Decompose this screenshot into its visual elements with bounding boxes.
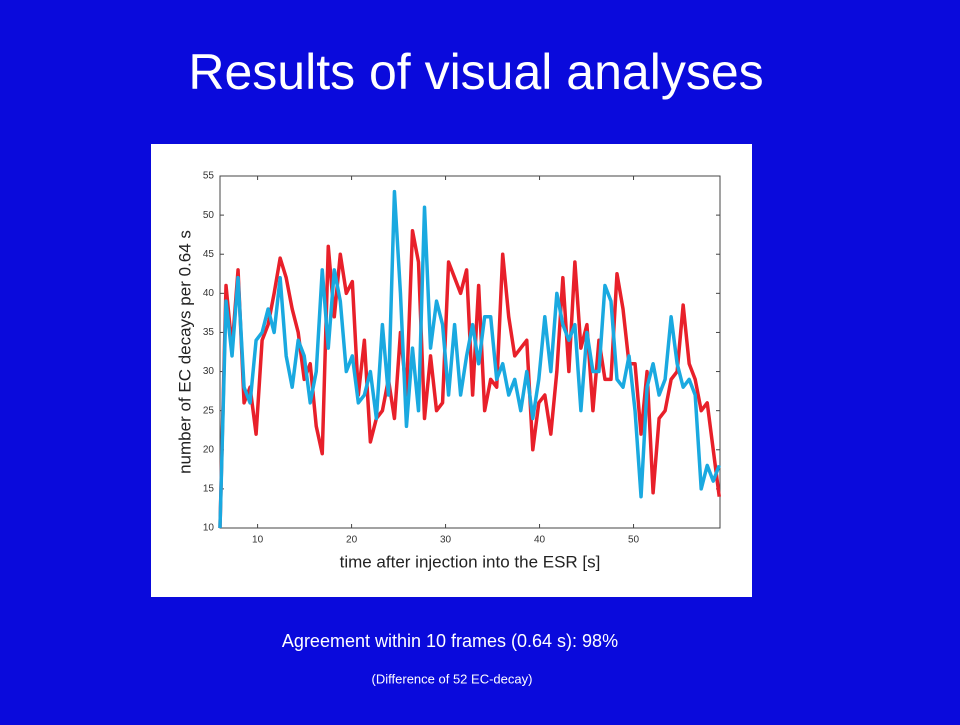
x-axis-label: time after injection into the ESR [s] <box>340 552 601 571</box>
y-tick-label: 55 <box>203 171 215 182</box>
y-tick-label: 15 <box>203 484 215 495</box>
y-tick-label: 45 <box>203 249 215 260</box>
plot-frame <box>219 175 721 529</box>
x-tick-label: 50 <box>628 535 640 546</box>
x-tick-label: 10 <box>252 535 264 546</box>
caption-note: (Difference of 52 EC-decay) <box>372 671 533 686</box>
series-line <box>218 189 721 529</box>
caption: Agreement within 10 frames (0.64 s): 98% <box>282 631 618 651</box>
y-tick-label: 30 <box>203 366 215 377</box>
y-tick-label: 20 <box>203 444 215 455</box>
y-tick-label: 35 <box>203 327 215 338</box>
y-tick-label: 40 <box>203 288 215 299</box>
slide-title: Results of visual analyses <box>188 44 763 100</box>
x-tick-label: 30 <box>440 535 452 546</box>
y-tick-label: 10 <box>203 523 215 534</box>
plot: 10 15 20 25 30 35 40 45 50 55 10 20 30 40 50 time after… <box>175 171 721 571</box>
x-tick-label: 20 <box>346 535 358 546</box>
y-tick-label: 50 <box>203 210 215 221</box>
y-tick-label: 25 <box>203 405 215 416</box>
y-axis-label: number of EC decays per 0.64 s <box>175 230 194 474</box>
x-tick-label: 40 <box>534 535 546 546</box>
